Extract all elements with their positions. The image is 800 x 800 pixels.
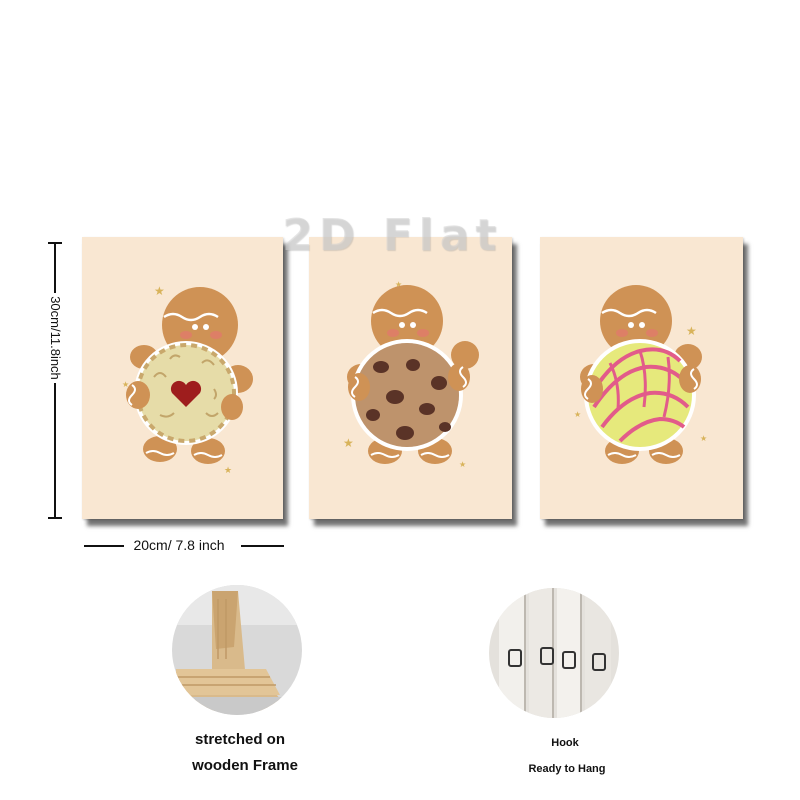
- gingerbread-concha-icon: ★ ★ ★: [574, 285, 707, 464]
- width-dimension-line-right: [241, 545, 284, 547]
- height-dimension-bottom-tick: [48, 517, 62, 519]
- svg-text:★: ★: [686, 324, 697, 338]
- wooden-frame-caption-line2: wooden Frame: [192, 757, 298, 774]
- canvas-print-chocolate-chip: ★ ★ ★: [309, 237, 512, 519]
- svg-text:★: ★: [154, 284, 165, 298]
- gingerbread-jam-biscuit-icon: ★ ★ ★: [122, 284, 253, 475]
- wooden-frame-caption-line1: stretched on: [194, 731, 285, 748]
- svg-text:★: ★: [700, 434, 707, 443]
- hook-caption-line1: Hook: [551, 737, 579, 749]
- wooden-frame-corner-icon: [172, 585, 302, 715]
- gingerbread-chocolate-chip-icon: ★ ★ ★: [343, 280, 479, 469]
- svg-text:★: ★: [459, 460, 466, 469]
- wooden-frame-photo: [172, 585, 302, 715]
- canvas-hooks-icon: [489, 588, 619, 718]
- canvas-print-jam-biscuit: ★ ★ ★: [82, 237, 283, 519]
- svg-text:★: ★: [395, 280, 402, 289]
- svg-text:★: ★: [122, 380, 129, 389]
- canvas-print-concha: ★ ★ ★: [540, 237, 743, 519]
- svg-text:★: ★: [224, 465, 232, 475]
- width-dimension-line-left: [84, 545, 124, 547]
- hook-caption-line2: Ready to Hang: [528, 763, 606, 775]
- svg-text:★: ★: [343, 436, 354, 450]
- height-dimension-label: 30cm/11.8inch: [47, 293, 63, 383]
- svg-text:★: ★: [574, 410, 581, 419]
- canvas-hooks-photo: [489, 588, 619, 718]
- width-dimension-label: 20cm/ 7.8 inch: [133, 537, 225, 553]
